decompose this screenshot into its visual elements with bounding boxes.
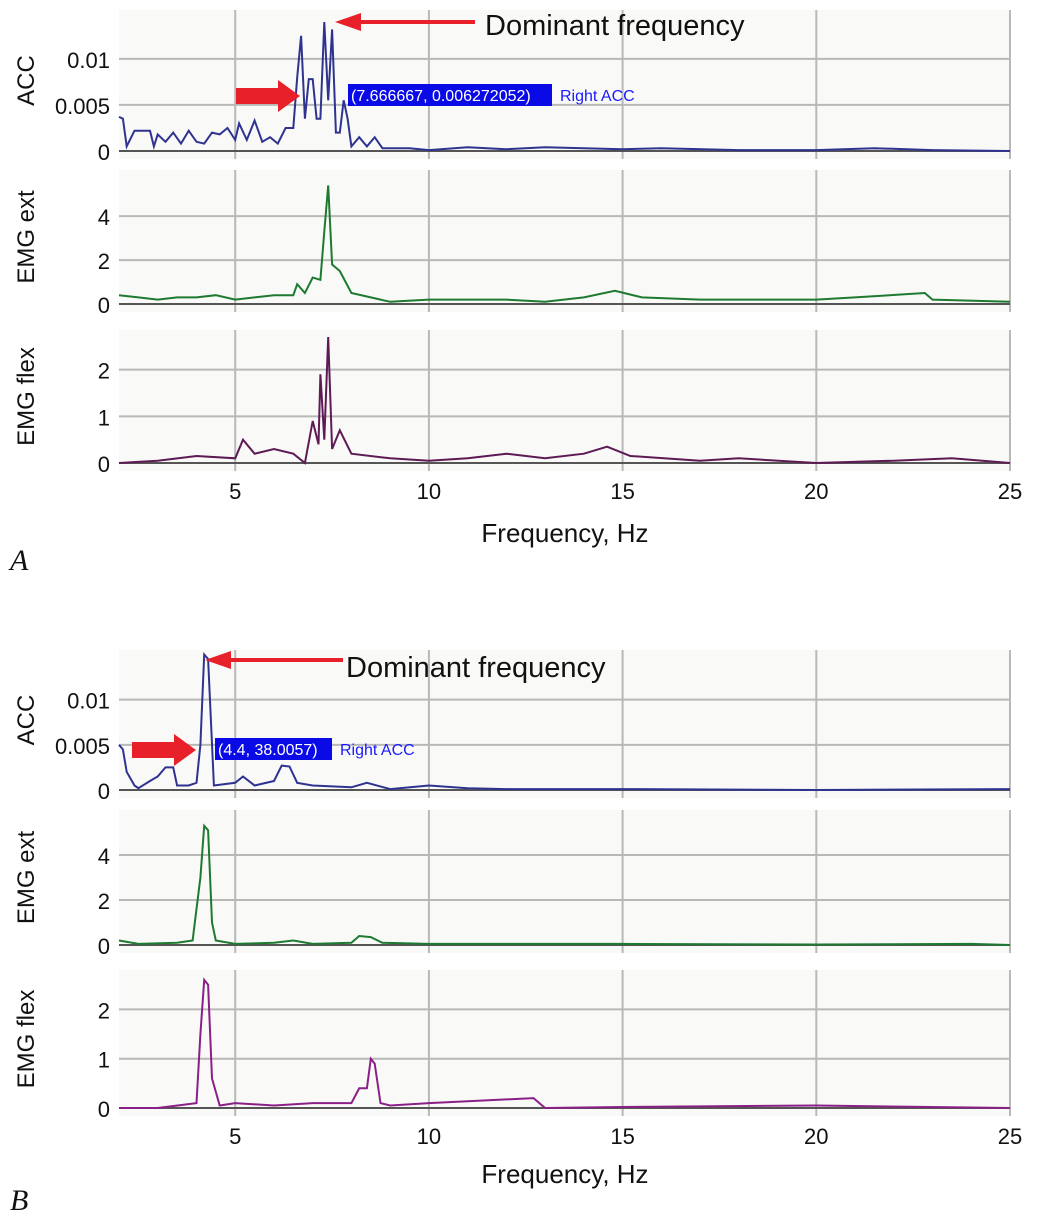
series-line (118, 651, 1011, 792)
y-tick-label: 0.01 (67, 48, 110, 73)
y-tick-label: 0.01 (67, 689, 110, 714)
panel-label: A (8, 544, 29, 577)
plot-background (119, 970, 1010, 1116)
y-tick-label: 0.005 (55, 94, 110, 119)
x-tick-label: 5 (229, 1124, 241, 1149)
series-line (118, 21, 1011, 152)
plot-background (119, 10, 1010, 159)
dominant-arrow-head (205, 651, 231, 669)
pointer-arrow-shaft (236, 88, 280, 104)
x-tick-label: 15 (610, 479, 634, 504)
y-tick-label: 1 (98, 1048, 110, 1073)
y-tick-label: 2 (98, 998, 110, 1023)
x-tick-label: 20 (804, 1124, 828, 1149)
y-tick-label: 1 (98, 405, 110, 430)
subplot-emg-ext: 0 2 4 EMG ext (13, 170, 1011, 318)
series-name-label: Right ACC (560, 88, 635, 105)
x-tick-label: 25 (998, 479, 1022, 504)
plot-background (119, 810, 1010, 953)
x-tick-label: 5 (229, 479, 241, 504)
subplot-emg-ext: 0 2 4 EMG ext (13, 810, 1011, 959)
y-tick-label: 2 (98, 889, 110, 914)
y-axis-label: ACC (13, 695, 40, 746)
subplot-acc: 0 0.005 0.01 ACC (13, 10, 1011, 165)
cursor-readout-box (215, 738, 332, 760)
series-line (118, 823, 1011, 946)
dominant-frequency-label: Dominant frequency (346, 652, 606, 684)
cursor-readout-box (348, 84, 552, 106)
x-tick-label: 15 (610, 1124, 634, 1149)
y-tick-label: 0 (98, 140, 110, 165)
cursor-readout: (4.4, 38.0057) (218, 742, 318, 759)
series-line (118, 336, 1011, 465)
subplot-emg-flex: 0 1 2 EMG flex (13, 970, 1011, 1122)
series-line (119, 977, 1011, 1110)
y-axis-label: EMG flex (13, 990, 40, 1089)
y-axis-label: EMG flex (13, 347, 40, 446)
pointer-arrow-head (278, 80, 300, 112)
dominant-frequency-label: Dominant frequency (485, 10, 745, 42)
y-axis-label: EMG ext (13, 190, 40, 284)
pointer-arrow-head (174, 734, 196, 766)
x-tick-label: 20 (804, 479, 828, 504)
x-tick-label: 25 (998, 1124, 1022, 1149)
plot-background (119, 330, 1010, 471)
dominant-arrow-head (335, 13, 361, 31)
y-tick-label: 0 (98, 779, 110, 804)
y-tick-label: 4 (98, 205, 110, 230)
series-name-label: Right ACC (340, 742, 415, 759)
x-tick-label: 10 (417, 1124, 441, 1149)
x-tick-label: 10 (417, 479, 441, 504)
subplot-acc: 0 0.005 0.01 ACC (13, 650, 1011, 804)
y-tick-label: 0.005 (55, 734, 110, 759)
y-tick-label: 0 (98, 293, 110, 318)
plot-background (119, 650, 1010, 798)
y-tick-label: 0 (98, 1097, 110, 1122)
panel-B: 0 0.005 0.01 ACC 0 2 4 EMG ext 0 1 2 EMG flex 5 10 15 2… (10, 650, 1022, 1217)
x-axis-label: Frequency, Hz (481, 518, 648, 548)
y-axis-label: EMG ext (13, 830, 40, 924)
y-tick-label: 4 (98, 844, 110, 869)
y-tick-label: 0 (98, 934, 110, 959)
series-line (118, 185, 1011, 303)
y-tick-label: 2 (98, 249, 110, 274)
pointer-arrow-shaft (132, 742, 176, 758)
cursor-readout: (7.666667, 0.006272052) (351, 88, 531, 105)
y-tick-label: 0 (98, 452, 110, 477)
plot-background (119, 170, 1010, 312)
y-tick-label: 2 (98, 359, 110, 384)
subplot-emg-flex: 0 1 2 EMG flex (13, 330, 1011, 477)
y-axis-label: ACC (13, 55, 40, 106)
x-axis-label: Frequency, Hz (481, 1159, 648, 1189)
panel-A: 0 0.005 0.01 ACC 0 2 4 EMG ext 0 1 2 EMG flex 5 10 15 2… (8, 10, 1022, 577)
panel-label: B (10, 1184, 28, 1217)
